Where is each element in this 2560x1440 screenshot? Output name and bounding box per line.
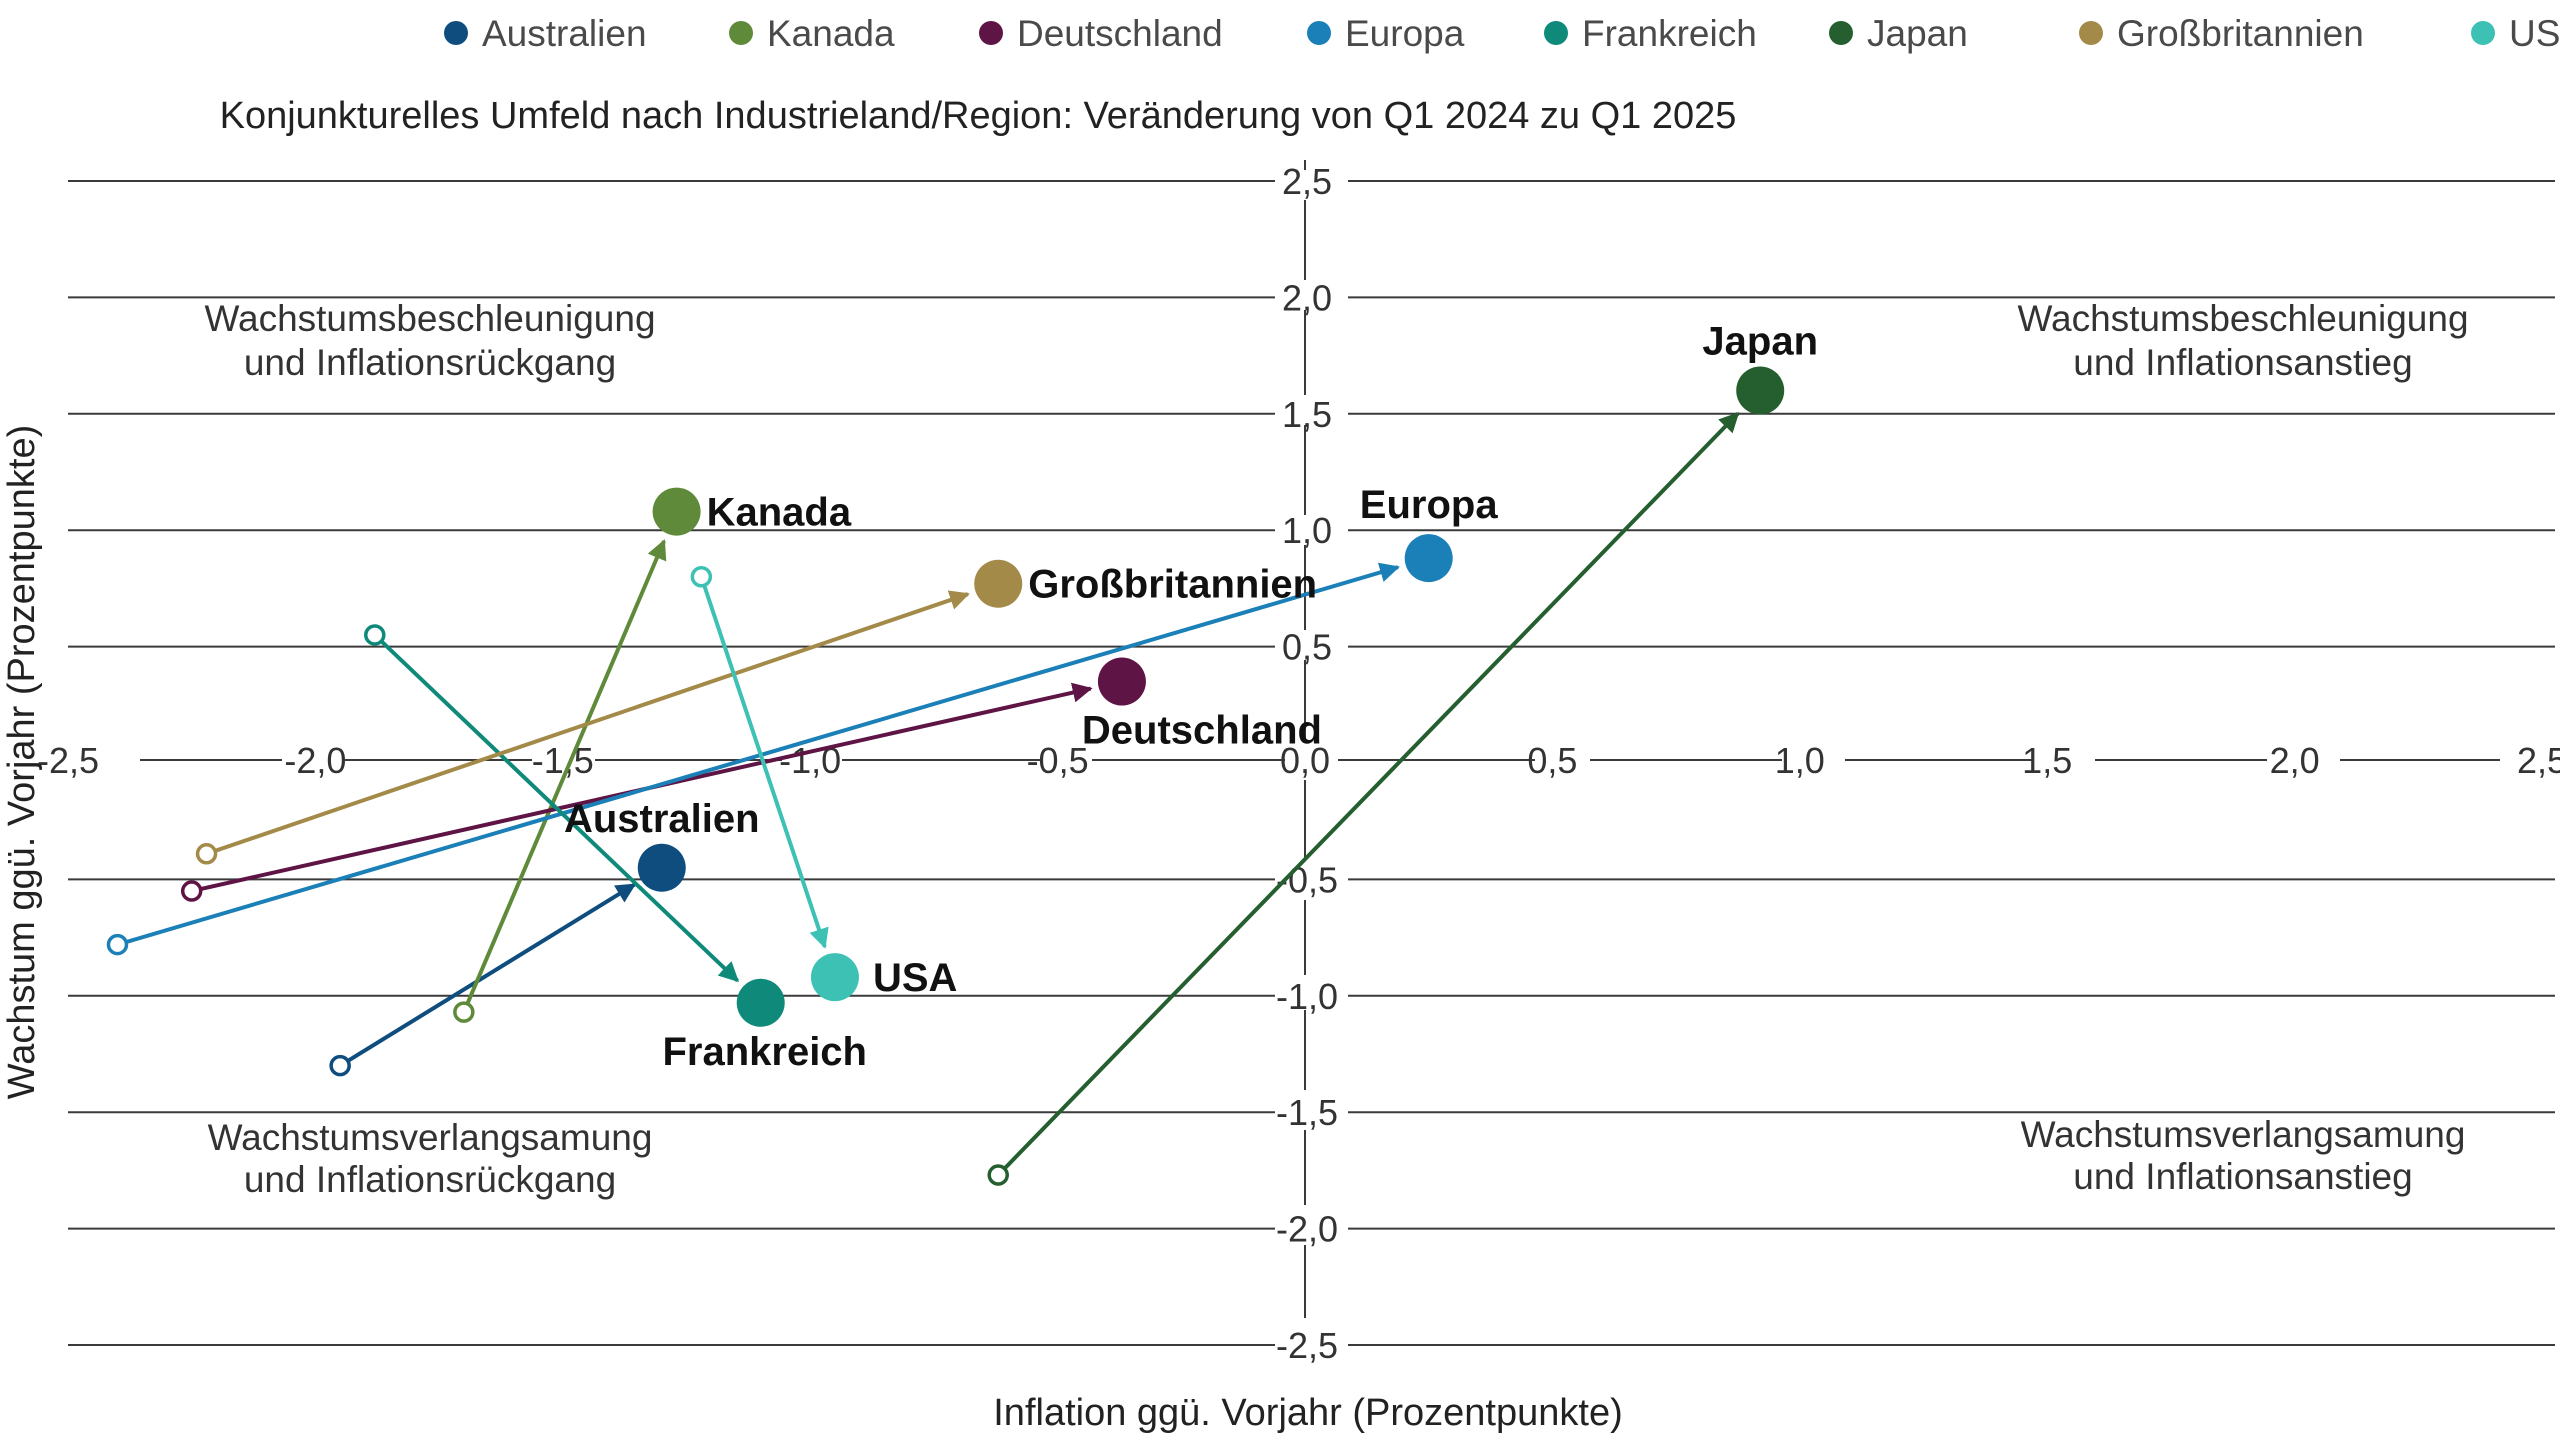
point-label-frankreich: Frankreich <box>662 1030 867 1074</box>
x-tick-label: 0,5 <box>1527 740 1577 781</box>
quadrant-label-line2: und Inflationsrückgang <box>244 1159 616 1200</box>
point-label-japan: Japan <box>1702 320 1818 364</box>
end-point <box>974 559 1023 608</box>
y-tick-label: 1,0 <box>1282 510 1332 551</box>
point-label-großbritannien: Großbritannien <box>1028 563 1317 607</box>
start-point <box>364 624 386 646</box>
quadrant-label-line1: Wachstumsverlangsamung <box>208 1117 653 1158</box>
point-label-deutschland: Deutschland <box>1082 709 1322 753</box>
legend: Australien Kanada Deutschland Europa Frankre… <box>444 13 2560 54</box>
legend-item: Deutschland <box>979 13 1223 54</box>
series-großbritannien <box>195 559 1023 865</box>
start-point <box>329 1054 351 1077</box>
legend-item: Europa <box>1307 13 1465 54</box>
point-labels: Australien Kanada Deutschland Europa Frankre… <box>564 320 1818 1074</box>
legend-label: Großbritannien <box>2117 13 2364 54</box>
start-point <box>987 1164 1009 1186</box>
quadrant-label-line2: und Inflationsanstieg <box>2073 1156 2412 1197</box>
end-point <box>810 953 859 1002</box>
end-point <box>1097 657 1146 706</box>
quadrant-label-line2: und Inflationsrückgang <box>244 342 616 383</box>
y-tick-label: 1,5 <box>1282 394 1332 435</box>
end-point <box>637 843 686 892</box>
quadrant-label-line1: Wachstumsbeschleunigung <box>2017 298 2468 339</box>
x-tick-label: -2,5 <box>37 740 99 781</box>
point-label-australien: Australien <box>564 797 760 841</box>
y-tick-label: 2,5 <box>1282 161 1332 202</box>
x-tick-label: -0,5 <box>1027 740 1089 781</box>
quadrant-label-line2: und Inflationsanstieg <box>2073 342 2412 383</box>
series-arrow <box>346 882 637 1063</box>
legend-item: Japan <box>1829 13 1968 54</box>
start-point <box>690 566 713 588</box>
start-point <box>453 1001 475 1023</box>
legend-label: Frankreich <box>1582 13 1757 54</box>
series-arrow <box>465 539 667 1005</box>
point-label-kanada: Kanada <box>707 491 852 535</box>
x-tick-label: -1,5 <box>532 740 594 781</box>
series-arrow <box>702 584 829 949</box>
legend-item: Großbritannien <box>2079 13 2364 54</box>
legend-marker <box>1829 21 1853 45</box>
legend-item: Australien <box>444 13 647 54</box>
series-arrow <box>214 590 970 853</box>
legend-item: USA <box>2471 13 2560 54</box>
end-point <box>1736 366 1785 415</box>
x-axis-label: Inflation ggü. Vorjahr (Prozentpunkte) <box>993 1392 1623 1434</box>
start-point <box>106 933 129 956</box>
legend-marker <box>979 21 1003 45</box>
legend-marker <box>2079 21 2103 45</box>
x-tick-label: -2,0 <box>284 740 346 781</box>
y-tick-label: 0,5 <box>1282 627 1332 668</box>
series-usa <box>690 566 859 1002</box>
legend-label: USA <box>2509 13 2560 54</box>
series-kanada <box>453 487 701 1023</box>
series-frankreich <box>364 624 785 1027</box>
y-axis-label: Wachstum ggü. Vorjahr (Prozentpunkte) <box>1 425 43 1099</box>
series-arrow <box>379 639 740 983</box>
y-tick-label: -2,5 <box>1276 1325 1338 1366</box>
x-tick-label: 0,0 <box>1280 740 1330 781</box>
end-point <box>652 487 701 536</box>
quadrant-label-line1: Wachstumsbeschleunigung <box>204 298 655 339</box>
legend-label: Kanada <box>767 13 895 54</box>
legend-marker <box>2471 21 2495 45</box>
legend-label: Deutschland <box>1017 13 1223 54</box>
legend-marker <box>729 21 753 45</box>
y-tick-label: -1,0 <box>1276 976 1338 1017</box>
series-arrow <box>1003 412 1740 1170</box>
legend-marker <box>444 21 468 45</box>
legend-label: Japan <box>1867 13 1968 54</box>
x-tick-label: 1,0 <box>1775 740 1825 781</box>
legend-label: Europa <box>1345 13 1465 54</box>
legend-marker <box>1307 21 1331 45</box>
y-tick-label: -1,5 <box>1276 1092 1338 1133</box>
x-tick-label: 1,5 <box>2022 740 2072 781</box>
x-tick-label: 2,0 <box>2270 740 2320 781</box>
series-layer <box>106 366 1785 1186</box>
y-tick-label: 2,0 <box>1282 277 1332 318</box>
point-label-usa: USA <box>873 956 957 1000</box>
quadrant-label-line1: Wachstumsverlangsamung <box>2021 1114 2466 1155</box>
end-point <box>1404 534 1453 583</box>
series-australien <box>329 843 686 1077</box>
series-japan <box>987 366 1785 1186</box>
y-tick-label: -2,0 <box>1276 1209 1338 1250</box>
legend-item: Kanada <box>729 13 895 54</box>
chart-title: Konjunkturelles Umfeld nach Industrielan… <box>220 95 1737 137</box>
grid: 2,5 2,0 1,5 1,0 0,5 -0,5 -1,0 -1,5 -2,0 -2,5 -2,5 -… <box>37 160 2560 1366</box>
legend-label: Australien <box>482 13 647 54</box>
x-tick-label: 2,5 <box>2517 740 2560 781</box>
start-point <box>180 880 203 902</box>
legend-marker <box>1544 21 1568 45</box>
legend-item: Frankreich <box>1544 13 1757 54</box>
point-label-europa: Europa <box>1360 483 1499 527</box>
start-point <box>195 843 218 865</box>
end-point <box>736 978 785 1027</box>
